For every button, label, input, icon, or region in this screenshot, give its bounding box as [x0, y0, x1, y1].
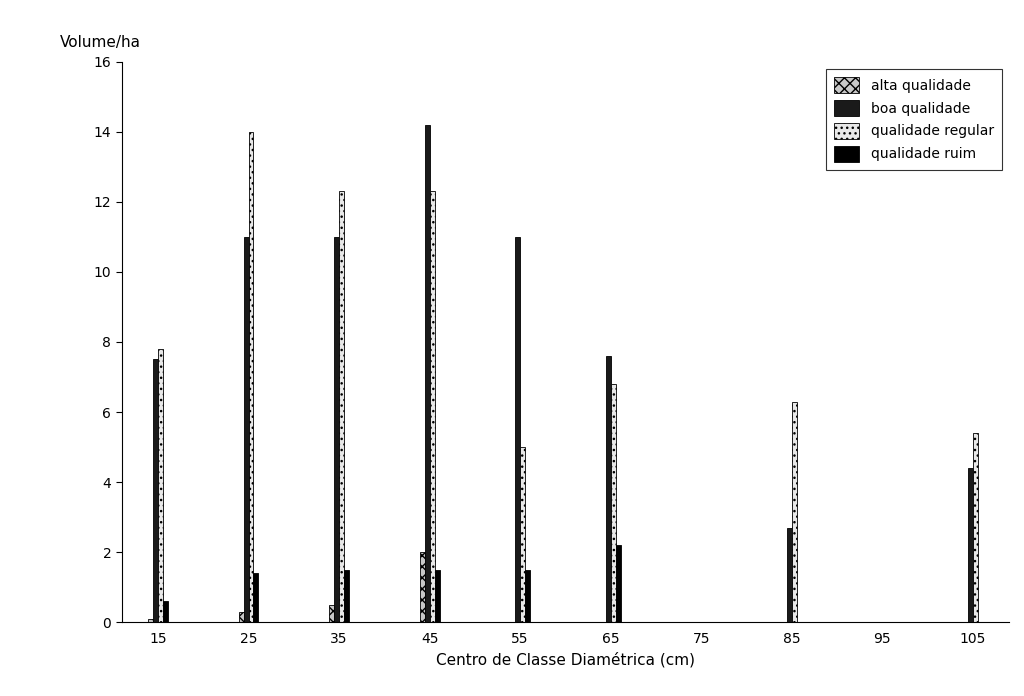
Bar [610, 384, 615, 622]
Bar [973, 433, 978, 622]
Bar [605, 356, 610, 622]
Bar [244, 237, 249, 622]
Bar [515, 237, 520, 622]
Bar [334, 237, 339, 622]
Text: Volume/ha: Volume/ha [59, 35, 140, 50]
Bar [158, 349, 163, 622]
Bar [163, 601, 168, 622]
Bar [520, 447, 525, 622]
Bar [420, 552, 425, 622]
Legend: alta qualidade, boa qualidade, qualidade regular, qualidade ruim: alta qualidade, boa qualidade, qualidade… [826, 68, 1002, 171]
Bar [148, 619, 153, 622]
Bar [968, 468, 973, 622]
Bar [425, 125, 430, 622]
Bar [329, 605, 334, 622]
Bar [344, 570, 349, 622]
Bar [339, 191, 344, 622]
Bar [249, 132, 254, 622]
Bar [615, 545, 621, 622]
Bar [525, 570, 530, 622]
X-axis label: Centro de Classe Diamétrica (cm): Centro de Classe Diamétrica (cm) [436, 651, 695, 667]
Bar [153, 359, 158, 622]
Bar [239, 612, 244, 622]
Bar [430, 191, 434, 622]
Bar [434, 570, 439, 622]
Bar [786, 528, 792, 622]
Bar [792, 402, 797, 622]
Bar [254, 574, 258, 622]
